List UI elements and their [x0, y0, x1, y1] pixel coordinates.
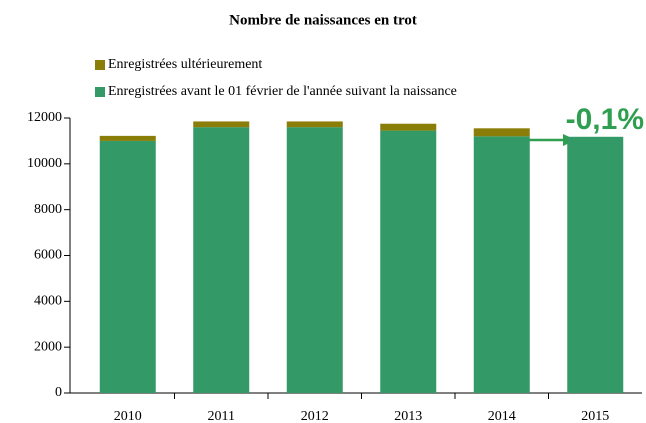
- bar-segment: [380, 130, 437, 393]
- bar-segment: [99, 135, 156, 141]
- y-tick-label: 4000: [34, 294, 62, 309]
- bar-segment: [193, 121, 250, 128]
- y-tick-label: 6000: [34, 248, 62, 263]
- x-tick-label: 2014: [488, 409, 516, 423]
- x-tick-label: 2012: [301, 409, 329, 423]
- y-tick-label: 8000: [34, 202, 62, 217]
- x-tick-label: 2015: [581, 409, 609, 423]
- legend-label: Enregistrées avant le 01 février de l'an…: [108, 84, 457, 99]
- legend-swatch: [95, 60, 105, 70]
- x-tick-label: 2011: [208, 409, 235, 423]
- bar-segment: [567, 136, 624, 393]
- bar-segment: [380, 123, 437, 131]
- y-tick-label: 10000: [27, 156, 62, 171]
- y-tick-label: 0: [55, 385, 62, 400]
- legend-swatch: [95, 87, 105, 97]
- bar-segment: [473, 136, 530, 394]
- x-tick-label: 2013: [394, 409, 422, 423]
- x-tick-label: 2010: [114, 409, 142, 423]
- bar-segment: [286, 121, 343, 128]
- legend-label: Enregistrées ultérieurement: [108, 57, 262, 72]
- bar-segment: [286, 127, 343, 394]
- y-tick-label: 2000: [34, 339, 62, 354]
- y-tick-label: 12000: [27, 110, 62, 125]
- chart-title: Nombre de naissances en trot: [229, 12, 417, 28]
- bar-segment: [99, 140, 156, 393]
- bar-segment: [193, 127, 250, 394]
- annotation: -0,1%: [566, 103, 644, 136]
- bar-segment: [473, 128, 530, 137]
